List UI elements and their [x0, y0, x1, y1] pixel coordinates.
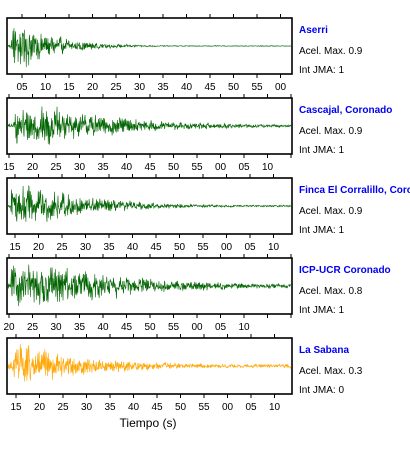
x-tick-label: 05 [245, 402, 257, 413]
x-tick-label: 25 [50, 162, 62, 173]
x-tick-label: 05 [16, 82, 28, 93]
x-tick-label: 50 [175, 402, 187, 413]
station-panel: 05 10 15 20 25 30 35 40 45 50 55 00 Aserri Acel. Max.… [6, 14, 363, 93]
peak-acceleration: Acel. Max. 0.9 [299, 46, 363, 57]
waveform-trace [7, 106, 292, 145]
peak-acceleration: Acel. Max. 0.9 [299, 126, 363, 137]
x-tick-label: 10 [269, 402, 281, 413]
x-tick-label: 45 [204, 82, 216, 93]
x-tick-label: 55 [168, 322, 180, 333]
x-tick-label: 25 [27, 322, 39, 333]
x-tick-label: 00 [222, 402, 234, 413]
x-tick-label: 00 [191, 322, 203, 333]
panel-frame [6, 337, 293, 395]
x-tick-label: 55 [191, 162, 203, 173]
x-tick-label: 30 [80, 242, 92, 253]
station-name: La Sabana [299, 345, 349, 356]
x-tick-label: 55 [198, 402, 210, 413]
x-tick-label: 10 [238, 322, 250, 333]
x-tick-label: 15 [9, 242, 21, 253]
x-tick-label: 45 [121, 322, 133, 333]
panels-group: 05 10 15 20 25 30 35 40 45 50 55 00 Aserri Acel. Max.… [3, 14, 410, 413]
panel-frame [6, 17, 293, 75]
x-tick-label: 15 [10, 402, 22, 413]
x-tick-label: 20 [33, 242, 45, 253]
station-name: Cascajal, Coronado [299, 105, 392, 116]
jma-intensity: Int JMA: 1 [299, 225, 344, 236]
x-tick-label: 30 [50, 322, 62, 333]
station-panel: 15 20 25 30 35 40 45 50 55 00 05 10 La Sabana Acel. M… [6, 334, 363, 413]
x-tick-label: 25 [110, 82, 122, 93]
waveform-trace [7, 28, 292, 68]
peak-acceleration: Acel. Max. 0.9 [299, 206, 363, 217]
waveform-trace [7, 344, 292, 382]
x-tick-label: 05 [244, 242, 256, 253]
waveform-trace [7, 264, 292, 307]
x-tick-label: 00 [275, 82, 287, 93]
x-tick-label: 15 [63, 82, 75, 93]
x-tick-label: 40 [121, 162, 133, 173]
x-tick-label: 40 [127, 242, 139, 253]
x-tick-label: 00 [215, 162, 227, 173]
peak-acceleration: Acel. Max. 0.8 [299, 286, 363, 297]
panel-frame [6, 177, 293, 235]
waveform-trace [7, 184, 292, 222]
station-panel: 15 20 25 30 35 40 45 50 55 00 05 10 Cascajal, Corona… [3, 94, 392, 173]
station-name: ICP-UCR Coronado [299, 265, 391, 276]
jma-intensity: Int JMA: 1 [299, 305, 344, 316]
station-panel: 15 20 25 30 35 40 45 50 55 00 05 10 Finca El Corrali… [6, 174, 410, 253]
x-tick-label: 30 [74, 162, 86, 173]
x-tick-label: 05 [238, 162, 250, 173]
x-tick-label: 05 [215, 322, 227, 333]
x-tick-label: 25 [57, 402, 69, 413]
x-tick-label: 45 [150, 242, 162, 253]
x-tick-label: 35 [104, 402, 116, 413]
x-tick-label: 20 [87, 82, 99, 93]
x-tick-label: 30 [81, 402, 93, 413]
x-tick-label: 45 [151, 402, 163, 413]
jma-intensity: Int JMA: 1 [299, 145, 344, 156]
x-tick-label: 20 [34, 402, 46, 413]
station-name: Finca El Corralillo, Coronado [299, 185, 410, 196]
x-tick-label: 10 [40, 82, 52, 93]
x-axis-label: Tiempo (s) [120, 416, 177, 430]
station-panel: 20 25 30 35 40 45 50 55 00 05 10 ICP-UCR Coronado Ac… [3, 254, 391, 333]
x-tick-label: 15 [3, 162, 15, 173]
jma-intensity: Int JMA: 1 [299, 65, 344, 76]
x-tick-label: 20 [3, 322, 15, 333]
x-tick-label: 45 [144, 162, 156, 173]
x-tick-label: 50 [228, 82, 240, 93]
x-tick-label: 10 [268, 242, 280, 253]
x-tick-label: 25 [56, 242, 68, 253]
x-tick-label: 40 [181, 82, 193, 93]
x-tick-label: 35 [157, 82, 169, 93]
x-tick-label: 30 [134, 82, 146, 93]
x-tick-label: 00 [221, 242, 233, 253]
x-tick-label: 50 [168, 162, 180, 173]
jma-intensity: Int JMA: 0 [299, 385, 344, 396]
x-tick-label: 40 [97, 322, 109, 333]
x-tick-label: 35 [74, 322, 86, 333]
peak-acceleration: Acel. Max. 0.3 [299, 366, 363, 377]
x-tick-label: 20 [27, 162, 39, 173]
x-tick-label: 55 [197, 242, 209, 253]
x-tick-label: 50 [144, 322, 156, 333]
x-tick-label: 10 [262, 162, 274, 173]
x-tick-label: 50 [174, 242, 186, 253]
x-tick-label: 35 [97, 162, 109, 173]
x-tick-label: 35 [103, 242, 115, 253]
station-name: Aserri [299, 25, 328, 36]
x-tick-label: 40 [128, 402, 140, 413]
x-tick-label: 55 [251, 82, 263, 93]
